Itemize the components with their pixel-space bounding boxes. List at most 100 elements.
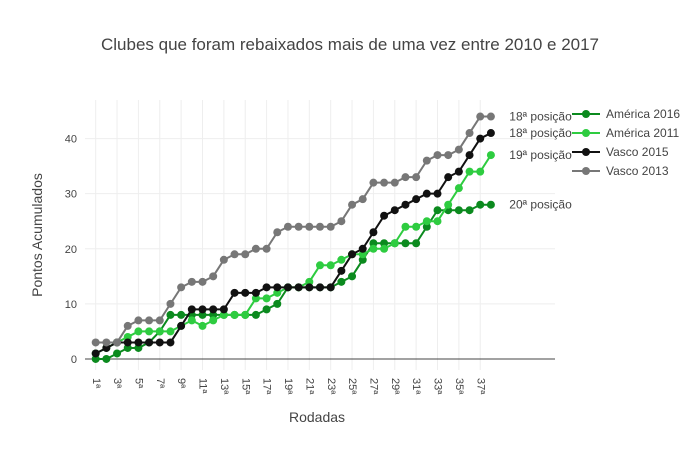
data-point[interactable] [486,112,495,121]
data-point[interactable] [454,145,463,154]
data-point[interactable] [187,277,196,286]
data-point[interactable] [444,151,453,160]
data-point[interactable] [433,151,442,160]
data-point[interactable] [337,217,346,226]
data-point[interactable] [465,151,474,160]
data-point[interactable] [358,255,367,264]
legend-item[interactable]: América 2011 [572,126,679,140]
data-point[interactable] [380,211,389,220]
data-point[interactable] [155,316,164,325]
data-point[interactable] [262,294,271,303]
data-point[interactable] [305,283,314,292]
data-point[interactable] [145,327,154,336]
data-point[interactable] [134,316,143,325]
data-point[interactable] [209,310,218,319]
data-point[interactable] [123,332,132,341]
data-point[interactable] [316,261,324,270]
data-point[interactable] [369,239,378,248]
data-point[interactable] [305,222,314,231]
data-point[interactable] [348,250,357,259]
data-point[interactable] [198,305,207,314]
data-point[interactable] [209,272,218,281]
data-point[interactable] [155,327,164,336]
data-point[interactable] [145,338,154,347]
data-point[interactable] [380,244,389,253]
data-point[interactable] [230,288,239,297]
data-point[interactable] [401,200,410,209]
data-point[interactable] [177,283,186,292]
legend-item[interactable]: América 2016 [572,107,680,121]
data-point[interactable] [187,305,196,314]
data-point[interactable] [476,167,485,176]
data-point[interactable] [412,173,421,182]
data-point[interactable] [476,112,485,121]
data-point[interactable] [91,349,100,358]
data-point[interactable] [283,222,292,231]
data-point[interactable] [412,239,421,248]
data-point[interactable] [433,206,442,215]
data-point[interactable] [316,222,324,231]
data-point[interactable] [401,222,410,231]
data-point[interactable] [486,129,495,138]
data-point[interactable] [251,244,260,253]
data-point[interactable] [454,206,463,215]
legend-item[interactable]: Vasco 2015 [572,145,669,159]
data-point[interactable] [102,338,111,347]
data-point[interactable] [444,173,453,182]
data-point[interactable] [390,206,399,215]
data-point[interactable] [198,310,207,319]
data-point[interactable] [102,343,111,352]
data-point[interactable] [91,354,100,363]
data-point[interactable] [444,200,453,209]
data-point[interactable] [273,288,282,297]
data-point[interactable] [486,200,495,209]
data-point[interactable] [465,206,474,215]
data-point[interactable] [166,327,175,336]
data-point[interactable] [380,178,389,187]
data-point[interactable] [262,305,271,314]
data-point[interactable] [241,250,250,259]
data-point[interactable] [294,283,303,292]
data-point[interactable] [241,310,250,319]
data-point[interactable] [187,316,196,325]
data-point[interactable] [422,156,431,165]
data-point[interactable] [433,189,442,198]
data-point[interactable] [476,200,485,209]
data-point[interactable] [358,250,367,259]
data-point[interactable] [486,151,495,160]
data-point[interactable] [145,316,154,325]
data-point[interactable] [209,305,218,314]
data-point[interactable] [433,217,442,226]
data-point[interactable] [401,239,410,248]
data-point[interactable] [454,167,463,176]
data-point[interactable] [251,310,260,319]
data-point[interactable] [155,338,164,347]
data-point[interactable] [123,321,132,330]
data-point[interactable] [198,277,207,286]
data-point[interactable] [422,189,431,198]
data-point[interactable] [91,338,100,347]
data-point[interactable] [273,228,282,237]
data-point[interactable] [390,239,399,248]
data-point[interactable] [219,255,228,264]
data-point[interactable] [113,349,122,358]
data-point[interactable] [294,222,303,231]
data-point[interactable] [305,277,314,286]
data-point[interactable] [251,288,260,297]
data-point[interactable] [113,338,122,347]
data-point[interactable] [251,294,260,303]
legend[interactable]: América 2016 América 2011 Vasco 2015 Vasco … [572,107,680,178]
data-point[interactable] [337,277,346,286]
data-point[interactable] [262,244,271,253]
data-point[interactable] [380,239,389,248]
data-point[interactable] [358,195,367,204]
data-point[interactable] [134,338,143,347]
data-point[interactable] [198,321,207,330]
data-point[interactable] [316,283,324,292]
data-point[interactable] [465,167,474,176]
data-point[interactable] [273,299,282,308]
data-point[interactable] [273,283,282,292]
data-point[interactable] [219,310,228,319]
data-point[interactable] [369,228,378,237]
data-point[interactable] [326,222,335,231]
